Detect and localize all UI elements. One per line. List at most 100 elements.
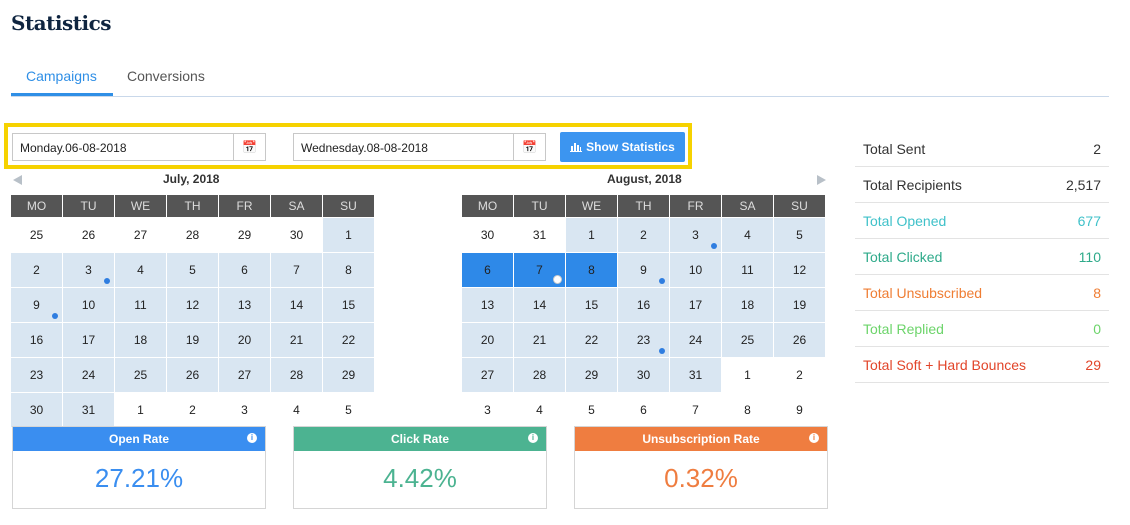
calendar-day[interactable]: 18 — [115, 323, 166, 357]
tab-campaigns[interactable]: Campaigns — [26, 68, 97, 84]
calendar-day[interactable]: 14 — [514, 288, 565, 322]
calendar-day[interactable]: 23 — [618, 323, 669, 357]
calendar-day[interactable]: 6 — [618, 393, 669, 427]
calendar-day[interactable]: 4 — [115, 253, 166, 287]
calendar-day[interactable]: 21 — [514, 323, 565, 357]
calendar-day[interactable]: 30 — [618, 358, 669, 392]
calendar-day[interactable]: 24 — [670, 323, 721, 357]
calendar-day[interactable]: 30 — [271, 218, 322, 252]
calendar-day[interactable]: 12 — [167, 288, 218, 322]
calendar-day[interactable]: 26 — [167, 358, 218, 392]
calendar-day[interactable]: 22 — [566, 323, 617, 357]
calendar-day[interactable]: 26 — [774, 323, 825, 357]
info-icon[interactable]: i — [528, 433, 538, 443]
calendar-day[interactable]: 30 — [11, 393, 62, 427]
day-number: 1 — [137, 403, 144, 417]
calendar-day[interactable]: 1 — [566, 218, 617, 252]
calendar-day[interactable]: 5 — [566, 393, 617, 427]
calendar-day[interactable]: 5 — [774, 218, 825, 252]
calendar-day[interactable]: 16 — [618, 288, 669, 322]
calendar-day[interactable]: 9 — [11, 288, 62, 322]
calendar-day[interactable]: 22 — [323, 323, 374, 357]
calendar-day[interactable]: 17 — [670, 288, 721, 322]
day-number: 15 — [584, 298, 599, 312]
calendar-day[interactable]: 29 — [566, 358, 617, 392]
day-number: 19 — [185, 333, 200, 347]
end-date-field[interactable]: Wednesday.08-08-2018 📅 — [293, 133, 546, 161]
calendar-day[interactable]: 23 — [11, 358, 62, 392]
info-icon[interactable]: i — [247, 433, 257, 443]
calendar-day[interactable]: 27 — [219, 358, 270, 392]
calendar-day[interactable]: 14 — [271, 288, 322, 322]
calendar-day[interactable]: 31 — [63, 393, 114, 427]
calendar-day[interactable]: 25 — [115, 358, 166, 392]
calendar-day[interactable]: 3 — [462, 393, 513, 427]
day-number: 4 — [137, 263, 144, 277]
calendar-day[interactable]: 26 — [63, 218, 114, 252]
calendar-day[interactable]: 28 — [167, 218, 218, 252]
calendar-day[interactable]: 30 — [462, 218, 513, 252]
calendar-day[interactable]: 1 — [323, 218, 374, 252]
calendar-day[interactable]: 7 — [514, 253, 565, 287]
calendar-day[interactable]: 9 — [774, 393, 825, 427]
calendar-day[interactable]: 8 — [323, 253, 374, 287]
calendar-day[interactable]: 12 — [774, 253, 825, 287]
calendar-day[interactable]: 17 — [63, 323, 114, 357]
calendar-day[interactable]: 13 — [462, 288, 513, 322]
calendar-day[interactable]: 18 — [722, 288, 773, 322]
calendar-day[interactable]: 7 — [670, 393, 721, 427]
calendar-day[interactable]: 6 — [462, 253, 513, 287]
calendar-day[interactable]: 2 — [11, 253, 62, 287]
calendar-day[interactable]: 11 — [722, 253, 773, 287]
calendar-day[interactable]: 11 — [115, 288, 166, 322]
calendar-day[interactable]: 20 — [219, 323, 270, 357]
calendar-day[interactable]: 25 — [11, 218, 62, 252]
next-month-arrow[interactable] — [817, 175, 826, 185]
calendar-day[interactable]: 8 — [566, 253, 617, 287]
calendar-icon[interactable]: 📅 — [233, 134, 265, 160]
show-statistics-button[interactable]: Show Statistics — [560, 132, 685, 162]
calendar-day[interactable]: 7 — [271, 253, 322, 287]
calendar-day[interactable]: 2 — [618, 218, 669, 252]
calendar-day[interactable]: 3 — [63, 253, 114, 287]
calendar-day[interactable]: 1 — [115, 393, 166, 427]
calendar-day[interactable]: 6 — [219, 253, 270, 287]
calendar-day[interactable]: 10 — [670, 253, 721, 287]
calendar-day[interactable]: 31 — [670, 358, 721, 392]
calendar-day[interactable]: 4 — [722, 218, 773, 252]
calendar-day[interactable]: 3 — [219, 393, 270, 427]
calendar-day[interactable]: 28 — [271, 358, 322, 392]
calendar-day[interactable]: 31 — [514, 218, 565, 252]
tab-conversions[interactable]: Conversions — [127, 68, 205, 84]
prev-month-arrow[interactable] — [13, 175, 22, 185]
calendar-day[interactable]: 27 — [462, 358, 513, 392]
calendar-day[interactable]: 25 — [722, 323, 773, 357]
calendar-day[interactable]: 24 — [63, 358, 114, 392]
calendar-day[interactable]: 4 — [271, 393, 322, 427]
info-icon[interactable]: i — [809, 433, 819, 443]
calendar-day[interactable]: 15 — [566, 288, 617, 322]
calendar-day[interactable]: 16 — [11, 323, 62, 357]
calendar-day[interactable]: 3 — [670, 218, 721, 252]
calendar-day[interactable]: 1 — [722, 358, 773, 392]
calendar-day[interactable]: 10 — [63, 288, 114, 322]
calendar-day[interactable]: 5 — [167, 253, 218, 287]
calendar-day[interactable]: 28 — [514, 358, 565, 392]
calendar-day[interactable]: 2 — [774, 358, 825, 392]
calendar-day[interactable]: 13 — [219, 288, 270, 322]
calendar-day[interactable]: 9 — [618, 253, 669, 287]
calendar-icon[interactable]: 📅 — [513, 134, 545, 160]
calendar-day[interactable]: 21 — [271, 323, 322, 357]
calendar-day[interactable]: 8 — [722, 393, 773, 427]
calendar-day[interactable]: 27 — [115, 218, 166, 252]
calendar-day[interactable]: 20 — [462, 323, 513, 357]
calendar-day[interactable]: 5 — [323, 393, 374, 427]
calendar-day[interactable]: 2 — [167, 393, 218, 427]
calendar-day[interactable]: 29 — [323, 358, 374, 392]
calendar-day[interactable]: 19 — [774, 288, 825, 322]
calendar-day[interactable]: 15 — [323, 288, 374, 322]
start-date-field[interactable]: Monday.06-08-2018 📅 — [12, 133, 266, 161]
calendar-day[interactable]: 29 — [219, 218, 270, 252]
calendar-day[interactable]: 19 — [167, 323, 218, 357]
calendar-day[interactable]: 4 — [514, 393, 565, 427]
